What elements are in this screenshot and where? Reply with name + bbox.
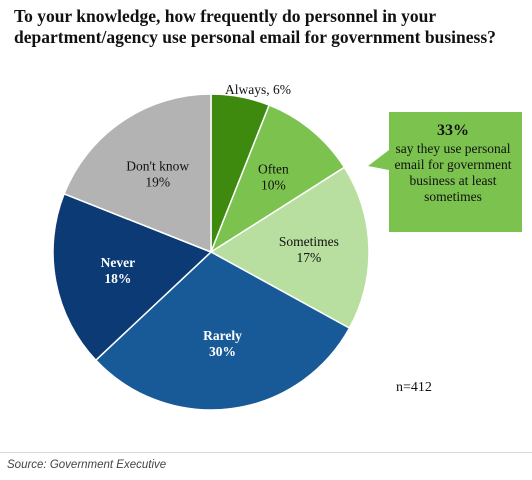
slice-label-sometimes: Sometimes 17% [279, 234, 339, 265]
chart-panel: Always, 6% Often 10% Sometimes 17% Rarely 30% N… [14, 6, 522, 411]
chart-title: To your knowledge, how frequently do per… [14, 6, 496, 47]
slice-label-often: Often 10% [258, 162, 289, 193]
pie-slice-sometimes [209, 166, 370, 330]
callout-box [368, 112, 522, 232]
pie-slice-don-t-know [63, 93, 212, 254]
pie-slice-often [209, 104, 346, 254]
callout-percent: 33% [437, 122, 469, 139]
sample-size-label: n=412 [396, 380, 432, 395]
slice-label-rarely: Rarely 30% [203, 328, 242, 359]
source-label: Source: Government Executive [7, 459, 167, 471]
slice-label-always: Always, 6% [225, 82, 291, 97]
pie-slice-never [52, 192, 213, 362]
slice-label-don-t-know: Don't know 19% [126, 159, 189, 190]
callout-text: 33% say they use personal email for gove… [389, 121, 517, 205]
divider [0, 452, 532, 453]
callout-description: say they use personal email for governme… [394, 141, 512, 204]
pie-chart: Always, 6% Often 10% Sometimes 17% Rarely 30% N… [52, 82, 522, 411]
slice-label-never: Never 18% [101, 255, 135, 286]
pie-slice-rarely [94, 251, 351, 411]
